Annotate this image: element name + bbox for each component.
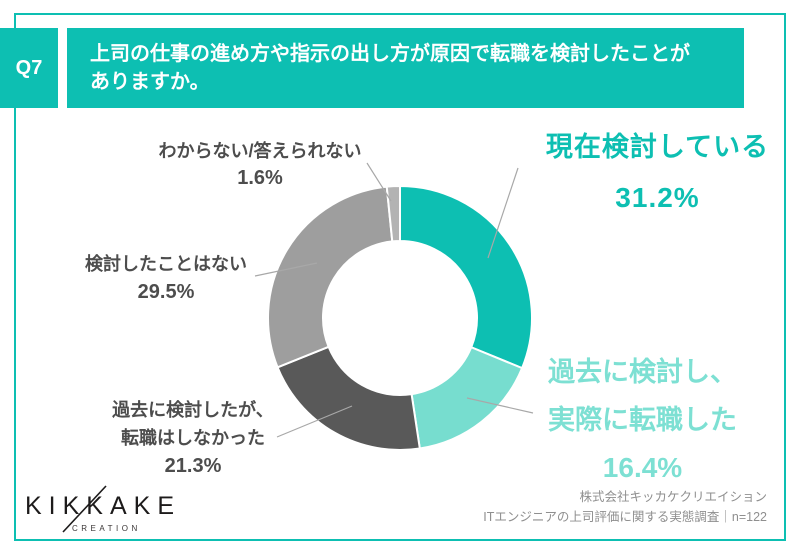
question-number-label: Q7 bbox=[15, 56, 43, 79]
callout-past-no-change: 過去に検討したが、 転職はしなかった 21.3% bbox=[93, 396, 293, 480]
question-number-badge: Q7 bbox=[0, 28, 58, 108]
callout-none-value: 29.5% bbox=[137, 281, 195, 303]
page-border-frame bbox=[14, 13, 786, 541]
logo-wordmark: KIKKAKE bbox=[25, 492, 181, 520]
source-company: 株式会社キッカケクリエイション bbox=[579, 490, 767, 504]
callout-past-changed-value: 16.4% bbox=[602, 452, 683, 483]
callout-past-no-change-label: 過去に検討したが、 転職はしなかった bbox=[112, 400, 274, 448]
logo-slash-line bbox=[62, 485, 107, 533]
question-banner: 上司の仕事の進め方や指示の出し方が原因で転職を検討したことが ありますか。 bbox=[67, 28, 744, 108]
source-survey: ITエンジニアの上司評価に関する実態調査｜n=122 bbox=[483, 510, 767, 524]
callout-current-value: 31.2% bbox=[615, 182, 700, 213]
kikkake-logo: KIKKAKE CREATION bbox=[25, 485, 181, 533]
logo-subtext: CREATION bbox=[72, 524, 141, 533]
callout-current-label: 現在検討している bbox=[545, 132, 770, 162]
source-attribution: 株式会社キッカケクリエイション ITエンジニアの上司評価に関する実態調査｜n=1… bbox=[483, 487, 767, 527]
callout-none: 検討したことはない 29.5% bbox=[66, 250, 266, 306]
callout-unknown-label: わからない/答えられない bbox=[158, 141, 362, 161]
callout-past-changed: 過去に検討し、 実際に転職した 16.4% bbox=[535, 348, 750, 492]
callout-none-label: 検討したことはない bbox=[85, 254, 247, 274]
callout-past-no-change-value: 21.3% bbox=[164, 455, 222, 477]
question-text: 上司の仕事の進め方や指示の出し方が原因で転職を検討したことが ありますか。 bbox=[90, 43, 690, 93]
callout-unknown: わからない/答えられない 1.6% bbox=[140, 138, 380, 192]
callout-past-changed-label: 過去に検討し、 実際に転職した bbox=[548, 357, 737, 435]
callout-unknown-value: 1.6% bbox=[237, 167, 283, 189]
callout-current: 現在検討している 31.2% bbox=[515, 130, 800, 215]
